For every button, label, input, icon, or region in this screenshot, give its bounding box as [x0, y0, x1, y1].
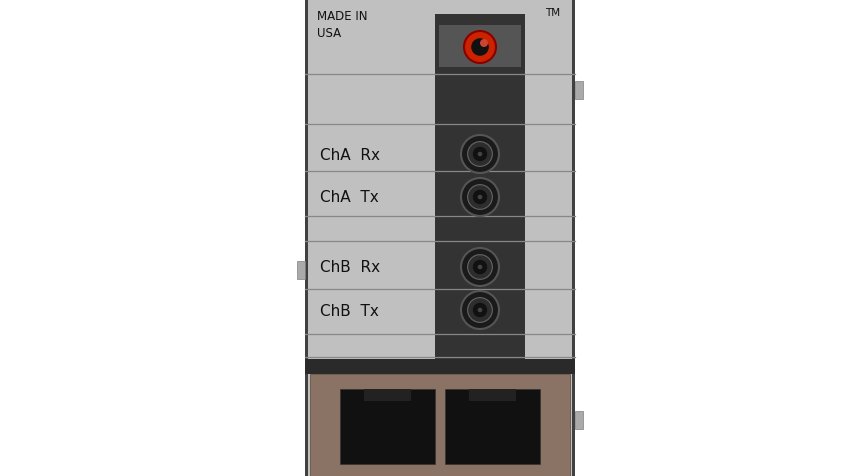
Text: MADE IN
USA: MADE IN USA: [317, 10, 367, 40]
Bar: [445, 389, 540, 464]
Bar: [575, 82, 583, 100]
Circle shape: [477, 308, 483, 313]
Circle shape: [471, 39, 488, 57]
Circle shape: [461, 178, 499, 217]
Bar: [439, 26, 521, 68]
Circle shape: [461, 136, 499, 174]
Bar: [469, 389, 516, 401]
Text: ChB  Rx: ChB Rx: [320, 260, 380, 275]
Text: ChA  Tx: ChA Tx: [320, 190, 379, 205]
Circle shape: [473, 190, 488, 205]
Text: ChB  Tx: ChB Tx: [320, 303, 379, 318]
Circle shape: [467, 255, 493, 280]
Circle shape: [473, 148, 488, 162]
Circle shape: [473, 303, 488, 317]
Bar: [575, 411, 583, 429]
Circle shape: [461, 291, 499, 329]
Bar: [305, 0, 575, 476]
Bar: [364, 389, 411, 401]
Circle shape: [477, 152, 483, 157]
Text: ChA  Rx: ChA Rx: [320, 147, 380, 162]
Bar: [310, 374, 570, 476]
Circle shape: [464, 32, 496, 64]
Circle shape: [461, 248, 499, 287]
Text: TM: TM: [545, 8, 561, 18]
Bar: [305, 0, 308, 476]
Circle shape: [473, 260, 488, 275]
Circle shape: [477, 265, 483, 270]
Circle shape: [467, 185, 493, 210]
Bar: [297, 261, 305, 279]
Circle shape: [480, 40, 488, 48]
Circle shape: [477, 195, 483, 200]
Bar: [305, 359, 575, 374]
Circle shape: [467, 142, 493, 167]
Bar: [340, 389, 435, 464]
Bar: [435, 15, 525, 359]
Bar: [572, 0, 575, 476]
Circle shape: [467, 298, 493, 323]
